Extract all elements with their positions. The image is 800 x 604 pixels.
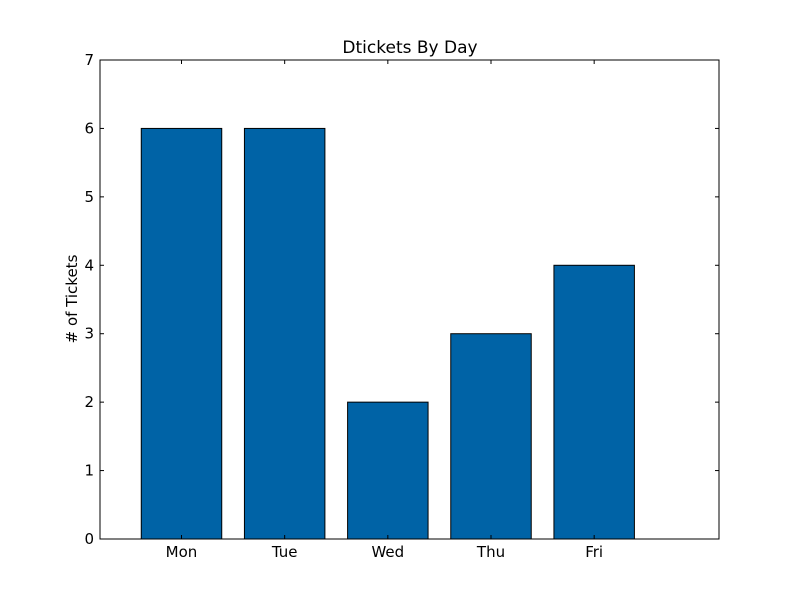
- y-tick-label: 7: [84, 51, 94, 69]
- y-tick-label: 5: [84, 188, 94, 206]
- y-tick-label: 0: [84, 530, 94, 548]
- bar-tue: [243, 127, 326, 540]
- bar-thu: [450, 333, 532, 540]
- x-tick-label: Mon: [166, 543, 198, 561]
- y-tick-label: 6: [84, 119, 94, 137]
- y-tick-label: 4: [84, 256, 94, 274]
- bar-wed: [347, 401, 429, 540]
- ticks-group: Mon Tue Wed Thu Fri 0 1 2 3 4 5 6 7: [84, 51, 719, 561]
- plot-frame: [99, 59, 720, 540]
- chart-title: Dtickets By Day: [342, 38, 477, 58]
- x-tick-label: Wed: [371, 543, 404, 561]
- x-tick-label: Thu: [476, 543, 505, 561]
- x-tick-label: Tue: [271, 543, 298, 561]
- bars-group: [140, 127, 635, 540]
- y-tick-label: 1: [84, 462, 94, 480]
- x-tick-label: Fri: [585, 543, 603, 561]
- bar-fri: [553, 264, 635, 540]
- y-tick-label: 2: [84, 393, 94, 411]
- y-tick-label: 3: [84, 325, 94, 343]
- bar-mon: [140, 127, 223, 540]
- y-axis-label: # of Tickets: [63, 254, 81, 343]
